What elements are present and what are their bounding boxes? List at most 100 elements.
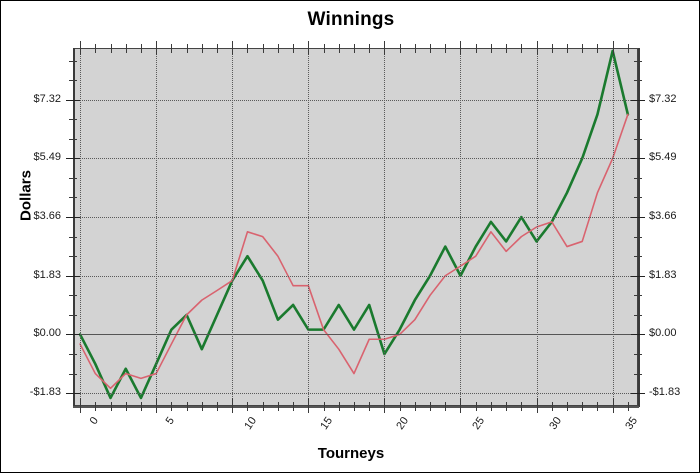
y-axis-tick-minor	[69, 314, 77, 316]
x-axis-tick-minor	[277, 402, 279, 411]
x-axis-tick-minor	[475, 402, 477, 411]
y-axis-tick-label-right: $7.32	[649, 92, 677, 105]
x-axis-tick-major-top	[232, 41, 234, 55]
x-axis-tick-minor-top	[369, 44, 371, 53]
x-axis-tick-minor-top	[521, 44, 523, 53]
x-axis-tick-minor-top	[293, 44, 295, 53]
x-axis-tick-major-top	[384, 41, 386, 55]
x-axis-tick-minor-top	[110, 44, 112, 53]
x-axis-tick-label: 5	[163, 415, 178, 427]
y-axis-tick-minor	[69, 373, 77, 375]
x-axis-tick-minor	[217, 402, 219, 411]
y-axis-right	[638, 48, 640, 407]
y-axis-tick-minor	[69, 138, 77, 140]
x-axis-tick-minor	[171, 402, 173, 411]
gridline-horizontal	[74, 275, 637, 277]
x-axis-tick-minor-top	[551, 44, 553, 53]
x-axis-tick-major-top	[612, 41, 614, 55]
y-axis-tick-minor	[69, 80, 77, 82]
x-axis-tick-label: 35	[622, 415, 640, 432]
y-axis-tick-minor	[69, 236, 77, 238]
x-axis-tick-label: 10	[242, 415, 260, 432]
x-axis-tick-major	[232, 398, 234, 413]
x-axis-tick-minor	[506, 402, 508, 411]
x-axis-tick-minor-top	[353, 44, 355, 53]
y-axis-tick-minor	[69, 197, 77, 199]
x-axis-tick-major-top	[156, 41, 158, 55]
y-axis-tick-label-left: $0.00	[33, 327, 61, 340]
x-axis-tick-minor	[567, 402, 568, 411]
y-axis-tick-minor	[634, 236, 642, 238]
x-axis-tick-minor-top	[262, 44, 264, 53]
x-axis-label: Tourneys	[317, 445, 385, 462]
x-axis-tick-minor-top	[430, 44, 432, 53]
y-axis-tick-major	[631, 99, 645, 101]
y-axis-label: Dollars	[17, 170, 35, 221]
y-axis-tick-label-right: $3.66	[649, 210, 677, 223]
x-axis-tick-minor	[110, 402, 112, 411]
x-axis-tick-minor	[293, 402, 295, 411]
gridline-vertical	[384, 49, 386, 405]
x-axis-tick-label: 25	[470, 415, 488, 432]
y-axis-tick-minor	[634, 373, 642, 375]
x-axis-tick-minor-top	[597, 44, 599, 53]
x-axis-tick-minor-top	[95, 44, 97, 53]
x-axis-tick-minor	[414, 402, 416, 411]
y-axis-tick-major	[631, 217, 645, 219]
x-axis-tick-minor	[262, 402, 264, 411]
x-axis-tick-minor	[338, 402, 340, 411]
gridline-vertical	[460, 49, 462, 405]
x-axis-tick-minor	[490, 402, 492, 411]
plot-area	[73, 48, 638, 406]
x-axis-tick-minor-top	[490, 44, 492, 53]
x-axis-tick-minor	[247, 402, 249, 411]
x-axis-tick-label: 30	[546, 415, 564, 432]
gridline-horizontal	[74, 217, 637, 219]
gridline-horizontal	[74, 158, 637, 160]
x-axis-tick-minor-top	[414, 44, 416, 53]
x-axis-tick-minor-top	[399, 44, 401, 53]
y-axis-tick-minor	[634, 314, 642, 316]
x-axis-tick-minor	[445, 402, 447, 411]
x-axis-tick-minor-top	[247, 44, 249, 53]
y-axis-tick-label-left: $7.32	[33, 92, 61, 105]
x-axis-tick-minor	[186, 402, 188, 411]
y-axis-tick-label-left: $1.83	[33, 268, 61, 281]
gridline-vertical	[232, 49, 234, 405]
x-axis-tick-major	[612, 398, 614, 413]
y-axis-tick-major	[66, 393, 80, 395]
x-axis-tick-major-top	[536, 41, 538, 55]
y-axis-tick-minor	[634, 60, 642, 62]
x-axis-tick-minor-top	[171, 44, 173, 53]
chart-title: Winnings	[307, 9, 395, 30]
x-axis-tick-major	[460, 398, 462, 413]
y-axis-tick-minor	[69, 256, 77, 258]
x-axis-tick-minor-top	[627, 44, 629, 53]
x-axis-tick-minor-top	[140, 44, 142, 53]
x-axis-tick-minor	[125, 402, 127, 411]
x-axis-tick-minor-top	[475, 44, 477, 53]
x-axis-tick-major-top	[308, 41, 310, 55]
x-axis-tick-minor	[201, 402, 203, 411]
y-axis-tick-major	[631, 393, 645, 395]
y-axis-tick-label-left: $3.66	[33, 210, 61, 223]
y-axis-tick-major	[631, 158, 645, 160]
x-axis-tick-minor	[95, 402, 97, 411]
y-axis-tick-major	[66, 217, 80, 219]
x-axis-tick-minor	[430, 402, 432, 411]
x-axis-tick-major	[80, 398, 82, 413]
gridline-vertical	[308, 49, 310, 405]
gridline-vertical	[156, 49, 158, 405]
x-axis-tick-minor-top	[506, 44, 508, 53]
series-canvas	[78, 49, 630, 400]
y-axis-tick-minor	[634, 80, 642, 82]
x-axis-tick-minor-top	[338, 44, 340, 53]
x-axis-tick-minor-top	[125, 44, 127, 53]
gridline-horizontal	[74, 393, 637, 395]
y-axis-tick-minor	[634, 138, 642, 140]
y-axis-tick-minor	[634, 119, 642, 121]
gridline-horizontal	[74, 99, 637, 101]
y-axis-tick-label-right: $1.83	[649, 268, 677, 281]
y-axis-tick-minor	[69, 295, 77, 297]
x-axis-tick-minor	[627, 402, 629, 411]
